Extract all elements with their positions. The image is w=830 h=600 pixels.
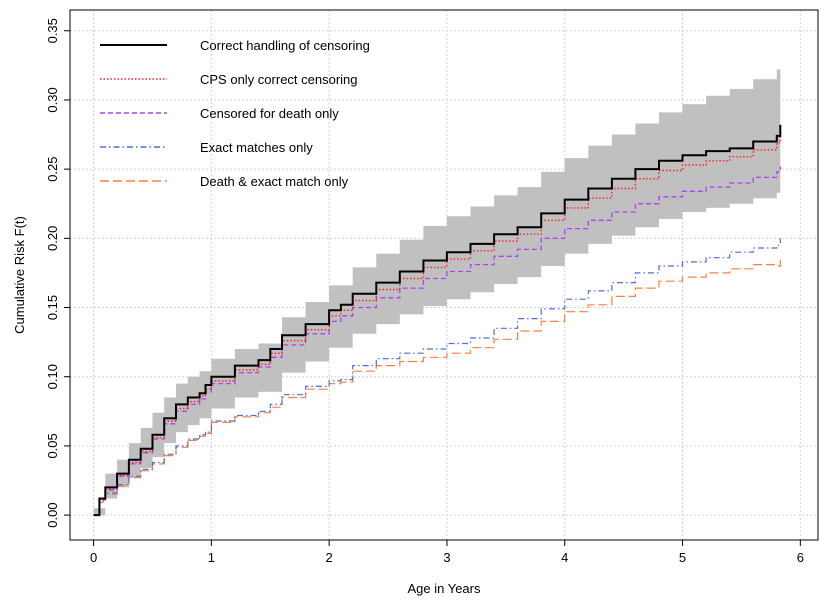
- plot-frame: [69, 9, 819, 541]
- x-tick-label: 6: [797, 550, 804, 565]
- x-tick-label: 2: [326, 550, 333, 565]
- legend-label: Death & exact match only: [200, 174, 349, 189]
- x-tick-label: 3: [443, 550, 450, 565]
- x-axis-title: Age in Years: [407, 581, 481, 596]
- legend: Correct handling of censoring CPS only co…: [100, 38, 370, 189]
- y-axis-title: Cumulative Risk F(t): [12, 216, 27, 334]
- y-tick-label: 0.00: [45, 502, 60, 527]
- legend-label: CPS only correct censoring: [200, 72, 358, 87]
- y-tick-label: 0.15: [45, 295, 60, 320]
- y-tick-label: 0.25: [45, 156, 60, 181]
- y-tick-label: 0.10: [45, 364, 60, 389]
- x-tick-label: 5: [679, 550, 686, 565]
- x-tick-label: 0: [90, 550, 97, 565]
- legend-label: Censored for death only: [200, 106, 339, 121]
- series-line-4: [93, 259, 781, 516]
- x-tick-label: 1: [208, 550, 215, 565]
- y-tick-label: 0.30: [45, 87, 60, 112]
- y-tick-label: 0.20: [45, 226, 60, 251]
- confidence-band: [93, 58, 781, 516]
- series-layer: [93, 124, 782, 517]
- x-tick-label: 4: [561, 550, 568, 565]
- series-line-1: [93, 133, 781, 516]
- y-tick-label: 0.05: [45, 433, 60, 458]
- y-axis: 0.00 0.05 0.10 0.15 0.20 0.25 0.30 0.35: [45, 18, 70, 528]
- y-tick-label: 0.35: [45, 18, 60, 43]
- series-line-3: [93, 238, 781, 516]
- series-line-2: [93, 166, 781, 516]
- legend-label: Exact matches only: [200, 140, 313, 155]
- confidence-band-layer: [93, 58, 781, 516]
- legend-label: Correct handling of censoring: [200, 38, 370, 53]
- x-axis: 0 1 2 3 4 5 6: [90, 540, 804, 565]
- series-line-0: [93, 124, 782, 517]
